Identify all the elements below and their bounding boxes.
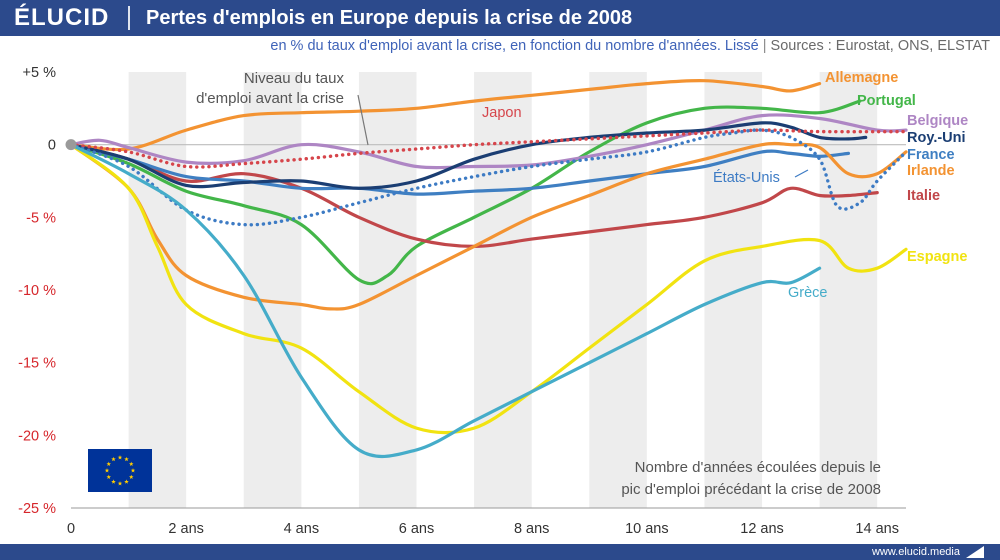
series-label-irlande: Irlande (907, 163, 955, 179)
y-tick-label: +5 % (23, 65, 57, 81)
series-lines (65, 79, 908, 459)
y-tick-label: -15 % (18, 356, 56, 372)
y-tick-label: -5 % (26, 210, 56, 226)
chart-sources: Sources : Eurostat, ONS, ELSTAT (770, 38, 990, 54)
series-label-france: France (907, 147, 955, 163)
x-tick-label: 12 ans (740, 521, 784, 537)
series-label-belgique: Belgique (907, 113, 968, 129)
xaxis-note: Nombre d'années écoulées depuis le (635, 459, 881, 476)
year-bands (128, 72, 878, 508)
x-tick-label: 4 ans (284, 521, 319, 537)
header-bar: ÉLUCID Pertes d'emplois en Europe depuis… (0, 0, 1000, 36)
series-label-etats-unis: États-Unis (713, 169, 780, 186)
logo-separator (128, 6, 130, 30)
brand-logo[interactable]: ÉLUCID (14, 4, 110, 31)
xaxis-note: pic d'emploi précédant la crise de 2008 (621, 481, 881, 498)
us-label-leader (794, 169, 809, 178)
series-line-grece (69, 143, 822, 459)
baseline-annotation: Niveau du taux (244, 70, 345, 87)
series-label-grece: Grèce (788, 285, 828, 301)
chart-subtitle-row: en % du taux d'emploi avant la crise, en… (0, 38, 990, 54)
elucid-mark-icon (966, 546, 984, 558)
series-line-belgique (69, 113, 908, 170)
baseline-annotation: d'emploi avant la crise (196, 90, 344, 107)
year-band (704, 72, 763, 508)
chart-subtitle: en % du taux d'emploi avant la crise, en… (270, 38, 759, 54)
series-label-espagne: Espagne (907, 249, 967, 265)
y-axis: +5 % 0 -5 % -10 % -15 % -20 % -25 % (18, 65, 56, 517)
y-tick-label: -10 % (18, 283, 56, 299)
baseline-annotation-leader (357, 94, 369, 146)
footer-bar: www.elucid.media (0, 544, 1000, 560)
x-axis: 0 2 ans 4 ans 6 ans 8 ans 10 ans 12 ans 14 ans (67, 521, 899, 537)
x-tick-label: 10 ans (625, 521, 669, 537)
series-line-etats-unis (69, 128, 908, 227)
y-tick-label: -25 % (18, 501, 56, 517)
y-tick-label: 0 (48, 138, 56, 154)
y-tick-label: -20 % (18, 428, 56, 444)
subtitle-divider: | (762, 38, 767, 54)
eu-flag-icon (88, 449, 152, 492)
series-line-italie (69, 143, 879, 248)
chart-title: Pertes d'emplois en Europe depuis la cri… (146, 7, 633, 29)
series-label-roy-uni: Roy.-Uni (907, 130, 966, 146)
x-tick-label: 6 ans (399, 521, 434, 537)
series-line-irlande (69, 141, 908, 311)
x-tick-label: 14 ans (855, 521, 899, 537)
series-label-portugal: Portugal (857, 93, 916, 109)
x-tick-label: 2 ans (168, 521, 203, 537)
footer-url[interactable]: www.elucid.media (871, 546, 960, 558)
series-line-allemagne (69, 79, 822, 152)
series-labels: AllemagnePortugalBelgiqueRoy.-UniFranceI… (482, 70, 968, 301)
series-line-espagne (69, 143, 908, 435)
series-line-portugal (69, 99, 862, 286)
series-line-japon (69, 128, 908, 169)
origin-point (65, 139, 77, 151)
series-label-allemagne: Allemagne (825, 70, 898, 86)
year-band (474, 72, 532, 508)
x-tick-label: 8 ans (514, 521, 549, 537)
annotations: Niveau du taux d'emploi avant la crise Nom… (196, 70, 881, 498)
series-line-france (69, 143, 850, 196)
x-tick-label: 0 (67, 521, 75, 537)
series-label-japon: Japon (482, 105, 522, 121)
series-label-italie: Italie (907, 188, 940, 204)
